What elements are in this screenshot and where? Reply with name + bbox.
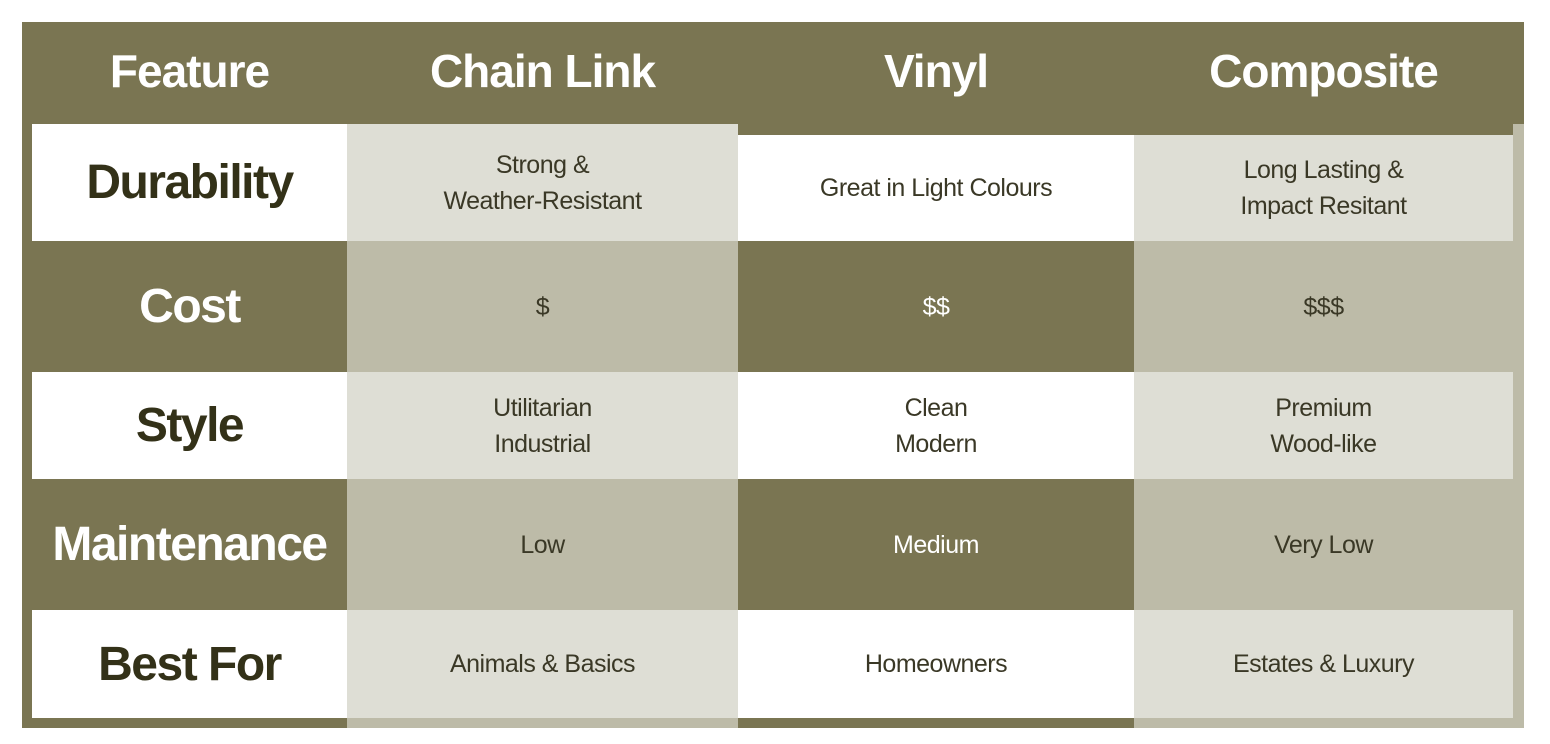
row-label: Durability: [32, 124, 347, 241]
column-header: Composite: [1209, 45, 1439, 97]
row-label: Cost: [32, 241, 347, 372]
table-cell: Long Lasting & Impact Resitant: [1134, 135, 1513, 241]
table-cell: Clean Modern: [738, 372, 1134, 479]
column-header: Feature: [109, 45, 270, 97]
row-label: Style: [32, 372, 347, 479]
table-cell: Very Low: [1134, 479, 1513, 610]
column-header: Chain Link: [429, 45, 656, 97]
table-cell: Great in Light Colours: [738, 135, 1134, 241]
table-cell: Strong & Weather-Resistant: [347, 124, 738, 241]
table-cell: Homeowners: [738, 610, 1134, 718]
table-cell: Animals & Basics: [347, 610, 738, 718]
table-edge: [1134, 718, 1524, 728]
table-cell: Medium: [738, 479, 1134, 610]
table-cell: $$: [738, 241, 1134, 372]
table-cell: Premium Wood-like: [1134, 372, 1513, 479]
table-cell: Estates & Luxury: [1134, 610, 1513, 718]
row-label: Maintenance: [32, 479, 347, 610]
table-cell: Utilitarian Industrial: [347, 372, 738, 479]
table-cell: $$$: [1134, 241, 1513, 372]
table-edge: [347, 718, 738, 728]
table-edge: [1513, 124, 1524, 728]
row-label: Best For: [32, 610, 347, 718]
table-cell: Low: [347, 479, 738, 610]
column-header: Vinyl: [883, 45, 989, 97]
table-cell: $: [347, 241, 738, 372]
